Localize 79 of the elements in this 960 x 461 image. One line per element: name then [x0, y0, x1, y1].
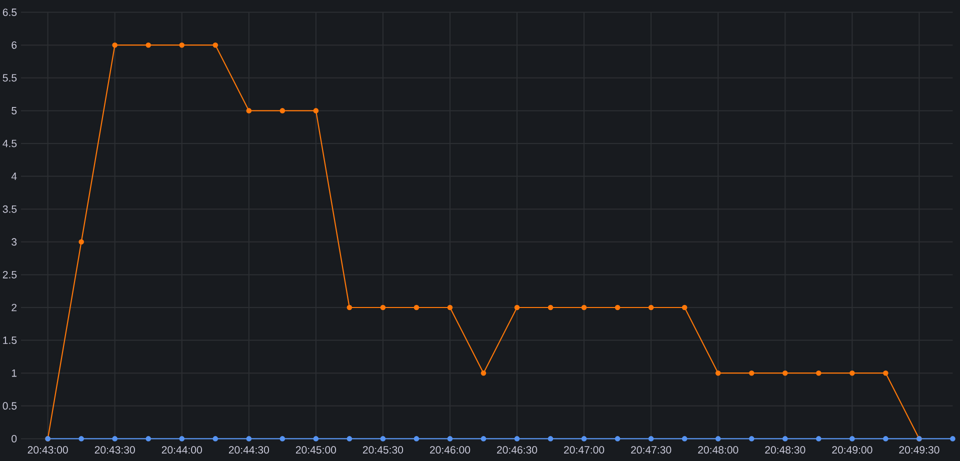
x-tick-label: 20:49:00: [832, 446, 872, 454]
point: [78, 239, 84, 245]
point: [280, 108, 286, 114]
y-tick-label: 3: [12, 238, 17, 246]
point: [179, 42, 185, 48]
y-tick-label: 6: [12, 41, 17, 49]
x-tick-label: 20:46:00: [430, 446, 470, 454]
point: [548, 304, 554, 310]
point: [112, 42, 118, 48]
y-tick-label: 2.5: [2, 270, 17, 278]
point: [816, 370, 822, 376]
y-tick-label: 0: [12, 434, 17, 442]
point: [883, 370, 888, 376]
point: [480, 370, 486, 376]
x-tick-label: 20:46:30: [497, 446, 538, 454]
point: [380, 304, 386, 310]
point: [850, 370, 855, 376]
x-tick-label: 20:45:00: [296, 446, 336, 454]
point: [748, 370, 754, 376]
x-tick-label: 20:47:30: [631, 446, 672, 454]
point: [581, 436, 587, 442]
x-tick-label: 20:45:30: [362, 446, 404, 454]
point: [346, 436, 352, 442]
point: [581, 304, 587, 310]
point: [816, 436, 822, 442]
point: [380, 436, 386, 442]
x-tick-label: 20:44:00: [162, 446, 202, 454]
point: [682, 436, 688, 442]
point: [480, 436, 486, 442]
x-tick-label: 20:49:30: [899, 446, 940, 454]
point: [280, 436, 286, 442]
point: [346, 304, 352, 310]
point: [212, 436, 218, 442]
point: [447, 436, 453, 442]
x-tick-label: 20:48:00: [698, 446, 738, 454]
x-tick-label: 20:43:00: [28, 446, 68, 454]
y-tick-label: 5: [12, 107, 17, 114]
x-tick-label: 20:43:30: [94, 446, 135, 454]
point: [614, 304, 620, 310]
x-tick-label: 20:47:00: [564, 446, 604, 454]
point: [447, 304, 453, 310]
point: [748, 436, 754, 442]
point: [850, 436, 855, 442]
y-tick-label: 4.5: [2, 140, 17, 148]
y-tick-label: 4: [11, 172, 17, 180]
y-tick-label: 6.5: [2, 8, 17, 16]
point: [212, 42, 218, 48]
point: [313, 436, 319, 442]
point: [648, 304, 654, 310]
point: [146, 42, 152, 48]
point: [648, 436, 654, 442]
y-tick-label: 0.5: [2, 402, 17, 410]
point: [246, 436, 252, 442]
point: [246, 108, 252, 114]
y-tick-label: 3.5: [2, 205, 17, 213]
point: [682, 304, 688, 310]
point: [514, 436, 520, 442]
point: [112, 436, 118, 442]
point: [514, 304, 520, 310]
point: [548, 436, 554, 442]
point: [313, 108, 319, 114]
point: [715, 436, 721, 442]
point: [414, 436, 420, 442]
point: [146, 436, 152, 442]
y-tick-label: 1: [12, 369, 17, 377]
point: [950, 436, 956, 442]
point: [414, 304, 420, 310]
point: [179, 436, 185, 442]
point: [883, 436, 888, 442]
x-tick-label: 20:44:30: [228, 446, 269, 454]
point: [715, 370, 721, 376]
y-tick-label: 5.5: [2, 74, 17, 82]
y-tick-label: 2: [12, 304, 17, 312]
y-tick-label: 1.5: [3, 336, 17, 344]
point: [78, 436, 84, 442]
point: [782, 436, 788, 442]
point: [614, 436, 620, 442]
x-tick-label: 20:48:30: [765, 446, 806, 454]
point: [782, 370, 788, 376]
